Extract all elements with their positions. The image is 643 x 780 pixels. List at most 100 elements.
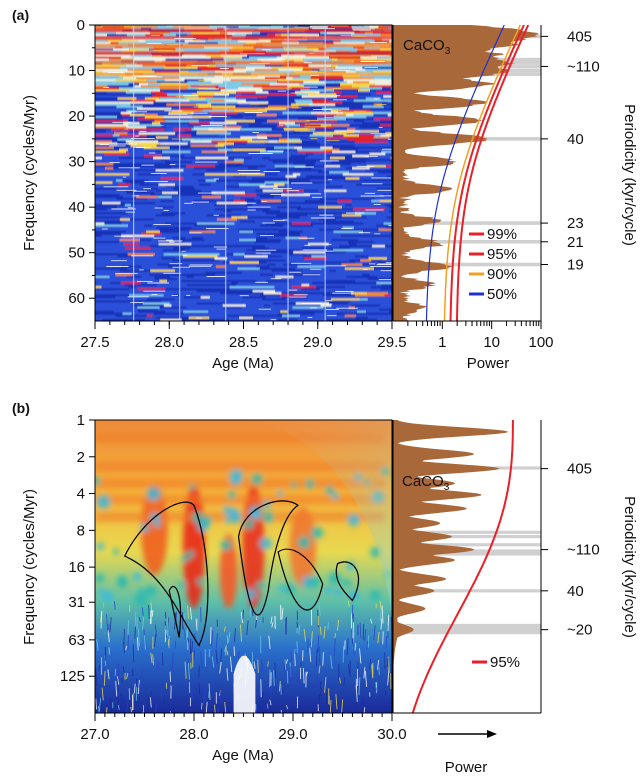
wavelet-spot xyxy=(224,517,231,524)
confidence-curve-95 xyxy=(449,25,525,321)
wavelet-noise-stroke xyxy=(254,660,257,666)
spectrogram-cell xyxy=(241,306,264,309)
wavelet-spot xyxy=(95,573,105,583)
spectrogram-cell xyxy=(236,97,258,100)
spectrogram-cell xyxy=(118,101,154,105)
spectrogram-cell xyxy=(234,222,258,225)
spectrogram-cell xyxy=(135,286,168,289)
spectrogram-cell xyxy=(95,128,102,131)
spectrogram-cell xyxy=(211,189,224,193)
spectrogram-cell xyxy=(306,175,333,178)
power-tick-label: 1 xyxy=(438,334,446,351)
spectrogram-cell xyxy=(208,128,241,131)
spectrogram-cell xyxy=(333,169,340,172)
wavelet-noise-stroke xyxy=(157,661,160,671)
spectrogram-cell xyxy=(128,177,148,180)
spectrogram-band xyxy=(95,51,392,55)
wavelet-noise-stroke xyxy=(117,663,120,679)
spectrogram-cell xyxy=(313,152,324,156)
spectrogram-cell xyxy=(140,282,154,285)
confidence-curve-99 xyxy=(456,25,530,321)
spectrogram-cell xyxy=(364,32,374,35)
spectrogram-cell xyxy=(249,292,264,295)
spectrogram-cell xyxy=(290,202,303,205)
spectrogram-cell xyxy=(204,46,233,49)
spectrogram-cell xyxy=(117,210,124,213)
spectrogram-cell xyxy=(286,107,312,111)
spectrogram-cell xyxy=(245,200,254,203)
spectrogram-cell xyxy=(175,48,200,51)
spectrogram-cell xyxy=(175,214,207,217)
spectrogram-cell xyxy=(167,93,180,96)
spectrogram-cell xyxy=(157,255,183,258)
spectrogram-cell xyxy=(232,46,254,49)
spectrogram-cell xyxy=(323,42,334,45)
spectrogram-cell xyxy=(95,150,127,154)
spectrogram-cell xyxy=(348,241,374,244)
spectrogram-cell xyxy=(376,224,388,227)
spectrogram-cell xyxy=(338,273,363,277)
spectrogram-cell xyxy=(385,208,392,211)
spectrogram-cell xyxy=(204,152,227,156)
spectrogram-cell xyxy=(233,136,241,139)
spectrogram-cell xyxy=(240,275,276,279)
spectrogram-cell xyxy=(362,122,392,125)
spectrogram-cell xyxy=(292,306,324,309)
spectrogram-cell xyxy=(256,187,292,191)
spectrogram-cell xyxy=(359,134,375,137)
spectrogram-cell xyxy=(386,226,392,230)
spectrogram-cell xyxy=(308,136,326,139)
spectrogram-cell xyxy=(349,259,361,262)
spectrogram-cell xyxy=(253,241,270,244)
spectrogram-cell xyxy=(110,42,119,45)
spectrogram-cell xyxy=(95,269,120,273)
spectrogram-cell xyxy=(319,34,351,37)
wavelet-noise-stroke xyxy=(329,699,332,713)
spectrogram-cell xyxy=(330,208,353,211)
spectrogram-cell xyxy=(285,271,295,275)
spectrogram-cell xyxy=(120,216,151,219)
wavelet-noise-stroke xyxy=(271,622,274,628)
spectrogram-cell xyxy=(95,241,119,244)
spectrogram-cell xyxy=(183,177,191,180)
spectrogram-cell xyxy=(128,142,161,146)
spectrogram-cell xyxy=(95,83,129,86)
spectrogram-cell xyxy=(312,101,343,105)
spectrogram-cell xyxy=(326,255,355,258)
spectrogram-cell xyxy=(241,155,268,158)
spectrogram-cell xyxy=(381,128,392,131)
spectrogram-cell xyxy=(184,46,204,49)
wavelet-noise-stroke xyxy=(363,667,366,679)
spectrogram-cell xyxy=(229,48,256,51)
spectrogram-cell xyxy=(355,68,366,72)
panel-b-power-spectrum xyxy=(393,420,509,713)
spectrogram-cell xyxy=(329,157,346,160)
spectrogram-cell xyxy=(200,318,230,321)
spectrogram-cell xyxy=(242,163,275,166)
spectrogram-cell xyxy=(346,132,377,135)
spectrogram-cell xyxy=(165,310,184,314)
wavelet-noise-stroke xyxy=(345,712,347,713)
x-tick-label: 29.0 xyxy=(303,334,332,351)
y-tick-label: 8 xyxy=(77,522,85,539)
spectrogram-cell xyxy=(206,261,224,264)
spectrogram-cell xyxy=(95,257,118,260)
spectrogram-cell xyxy=(264,304,271,307)
wavelet-noise-stroke xyxy=(256,615,258,621)
spectrogram-cell xyxy=(315,161,332,164)
spectrogram-cell xyxy=(235,95,267,98)
spectrogram-cell xyxy=(300,234,309,238)
wavelet-noise-stroke xyxy=(174,641,177,649)
spectrogram-cell xyxy=(368,81,391,84)
spectrogram-cell xyxy=(155,167,171,170)
spectrogram-cell xyxy=(275,167,312,170)
wavelet-spot xyxy=(181,554,189,563)
spectrogram-cell xyxy=(139,122,152,125)
spectrogram-cell xyxy=(102,290,123,293)
spectrogram-cell xyxy=(269,157,288,160)
spectrogram-cell xyxy=(379,308,392,311)
y-tick-label: 4 xyxy=(77,486,85,503)
spectrogram-cell xyxy=(146,226,157,230)
spectrogram-cell xyxy=(95,249,120,252)
